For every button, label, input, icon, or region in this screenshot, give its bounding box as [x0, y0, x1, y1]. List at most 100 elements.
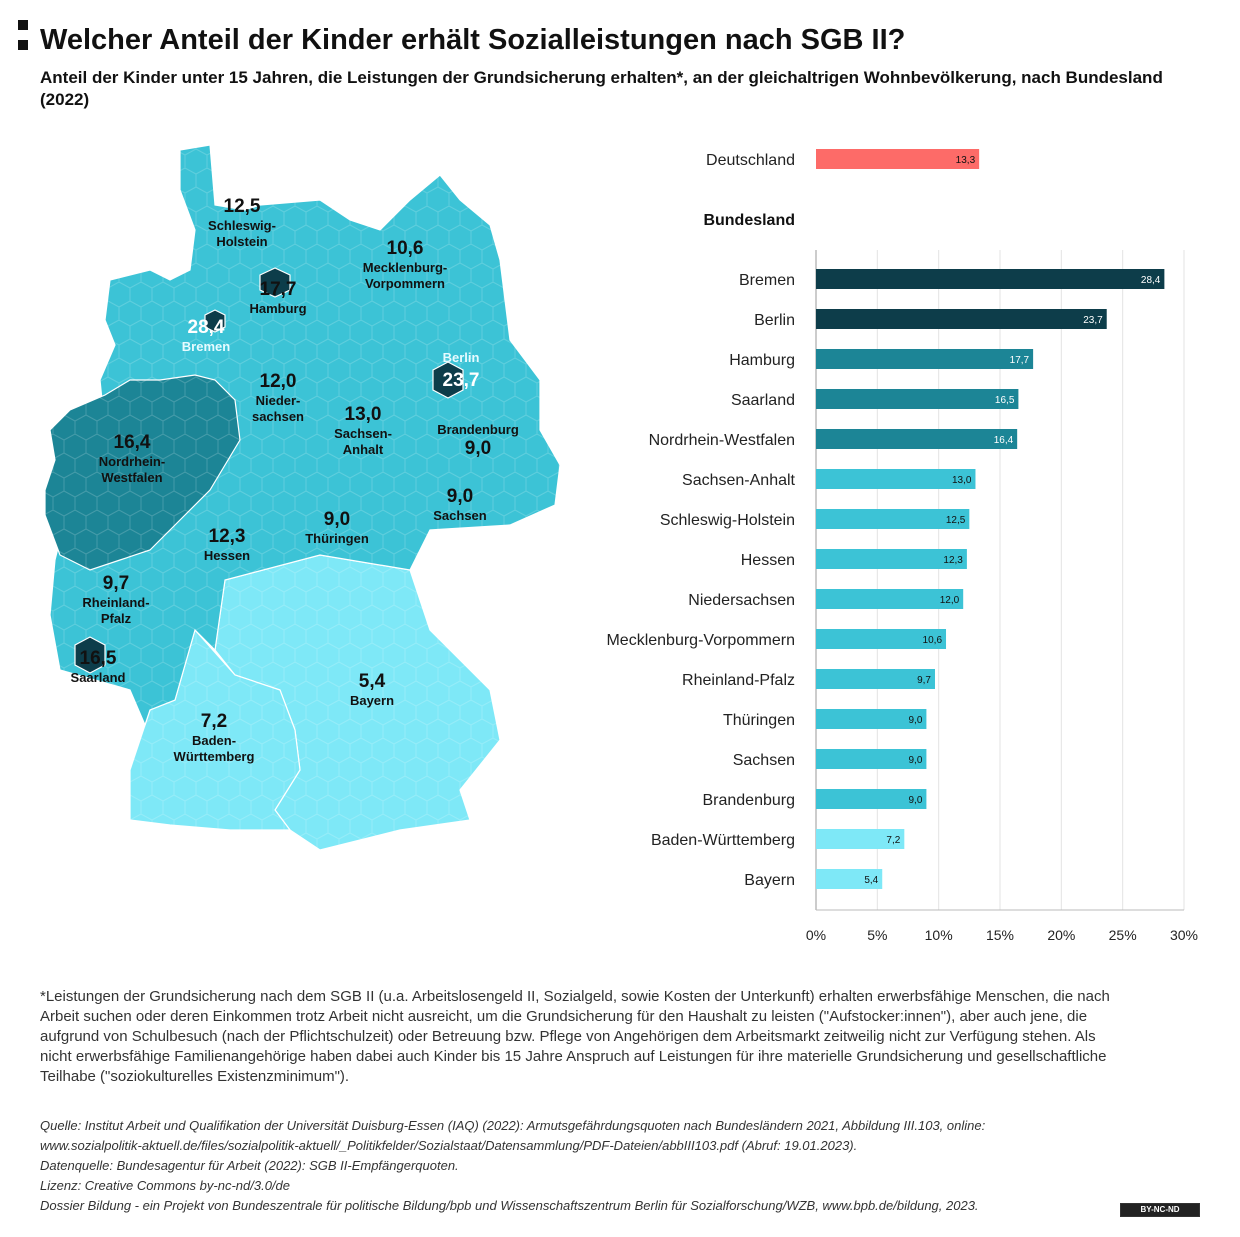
bar-state [816, 669, 935, 689]
bar-state [816, 469, 976, 489]
region-mid [49, 144, 561, 727]
bar-value-label: 12,5 [946, 515, 966, 526]
map-label-be-value: 23,7 [443, 370, 480, 391]
map-label-sl-value: 16,5 [80, 648, 117, 669]
map-label-sl-name: Saarland [71, 670, 126, 685]
bar-value-label: 9,0 [908, 715, 922, 726]
map-label-hh-name: Hamburg [249, 301, 306, 316]
bar-state [816, 869, 883, 889]
category-label: Hamburg [729, 352, 795, 369]
source-link[interactable]: www.sozialpolitik-aktuell.de/files/sozia… [40, 1138, 858, 1153]
chart-bars: 13,3 28,4 23,7 17,7 16,5 16,4 13,0 12,5 12,3 12,0… [816, 149, 1165, 889]
bar-value-label: 12,0 [940, 595, 960, 606]
bar-value-label: 28,4 [1141, 275, 1161, 286]
x-tick-label: 25% [1109, 927, 1137, 943]
x-tick-label: 15% [986, 927, 1014, 943]
map-label-sh-name: Schleswig- [208, 218, 276, 233]
bar-state [816, 749, 927, 769]
bar-state [816, 309, 1107, 329]
bar-value-label: 23,7 [1083, 315, 1103, 326]
category-label: Thüringen [723, 712, 795, 729]
map-label-st-name: Anhalt [343, 442, 384, 457]
category-label: Sachsen [733, 752, 795, 769]
source-notes: Quelle: Institut Arbeit und Qualifikatio… [40, 1116, 1120, 1216]
chart-subtitle: Anteil der Kinder unter 15 Jahren, die L… [40, 68, 1163, 109]
cc-license-badge: BY-NC-ND [1120, 1203, 1200, 1217]
region-dark [74, 267, 464, 674]
bar-state [816, 589, 964, 609]
bar-value-label: 16,5 [995, 395, 1015, 406]
bar-state [816, 789, 927, 809]
map-label-rp-name: Rheinland- [82, 595, 149, 610]
bar-value-label: 13,0 [952, 475, 972, 486]
map-label-rp-value: 9,7 [103, 573, 129, 594]
bar-value-label: 9,0 [908, 755, 922, 766]
region-nrw [44, 374, 241, 571]
bar-state [816, 509, 970, 529]
map-label-sh-name: Holstein [216, 234, 267, 249]
bar-value-label: 13,3 [956, 155, 976, 166]
x-tick-label: 30% [1170, 927, 1198, 943]
category-label: Baden-Württemberg [651, 832, 795, 849]
map-label-hh-value: 17,7 [260, 279, 297, 300]
bar-value-label: 17,7 [1010, 355, 1030, 366]
category-label: Schleswig-Holstein [660, 512, 795, 529]
category-label: Brandenburg [702, 792, 795, 809]
map-label-th-value: 9,0 [324, 509, 350, 530]
map-label-hb-name: Bremen [182, 339, 230, 354]
category-label: Nordrhein-Westfalen [649, 432, 795, 449]
map-label-mv-value: 10,6 [387, 238, 424, 259]
map-label-ni-name: Nieder- [256, 393, 301, 408]
bar-state [816, 629, 947, 649]
x-tick-label: 0% [806, 927, 826, 943]
bar-state [816, 269, 1165, 289]
map-area-berlin [432, 361, 464, 399]
license-line: Lizenz: Creative Commons by-nc-nd/3.0/de [40, 1178, 291, 1193]
map-label-mv-name: Mecklenburg- [363, 260, 448, 275]
map-area-bremen [204, 309, 226, 333]
bar-state [816, 349, 1034, 369]
x-tick-label: 5% [867, 927, 887, 943]
bar-state [816, 429, 1018, 449]
map-label-bb-value: 9,0 [465, 438, 491, 459]
map-label-st-value: 13,0 [345, 404, 382, 425]
bar-value-label: 9,0 [908, 795, 922, 806]
map-label-bw-name: Baden- [192, 733, 236, 748]
category-label: Niedersachsen [688, 592, 795, 609]
source-line: Quelle: Institut Arbeit und Qualifikatio… [40, 1118, 986, 1133]
x-tick-label: 20% [1047, 927, 1075, 943]
bar-value-label: 5,4 [864, 875, 878, 886]
category-label: Bremen [739, 272, 795, 289]
hex-texture [50, 145, 560, 725]
map-label-ni-name: sachsen [252, 409, 304, 424]
data-source-line: Datenquelle: Bundesagentur für Arbeit (2… [40, 1158, 459, 1173]
map-label-sn-name: Sachsen [433, 508, 487, 523]
category-label: Saarland [731, 392, 795, 409]
map-label-be-name: Berlin [443, 350, 480, 365]
bar-state [816, 829, 905, 849]
map-label-hb-value: 28,4 [188, 317, 225, 338]
map-label-rp-name: Pfalz [101, 611, 132, 626]
bar-state [816, 549, 967, 569]
map-area-hamburg [259, 267, 291, 298]
map-label-mv-name: Vorpommern [365, 276, 445, 291]
category-label: Berlin [754, 312, 795, 329]
map-label-st-name: Sachsen- [334, 426, 392, 441]
map-label-bw-name: Württemberg [174, 749, 255, 764]
x-tick-label: 10% [925, 927, 953, 943]
map-label-nw-value: 16,4 [114, 432, 151, 453]
bar-value-label: 9,7 [917, 675, 931, 686]
footnote: *Leistungen der Grundsicherung nach dem … [40, 988, 1110, 1085]
category-label: Bayern [744, 872, 795, 889]
map-label-by-name: Bayern [350, 693, 394, 708]
bar-deutschland [816, 149, 980, 169]
bar-state [816, 709, 927, 729]
category-label: Mecklenburg-Vorpommern [606, 632, 795, 649]
map-label-he-value: 12,3 [209, 526, 246, 547]
bar-value-label: 7,2 [886, 835, 900, 846]
hex-texture [45, 375, 240, 570]
chart-axis: 0% 5% 10% 15% 20% 25% 30% Deutschland Bundesland… [606, 152, 1198, 943]
bar-chart: 13,3 28,4 23,7 17,7 16,5 16,4 13,0 12,5 12,3 12,0… [606, 149, 1198, 943]
